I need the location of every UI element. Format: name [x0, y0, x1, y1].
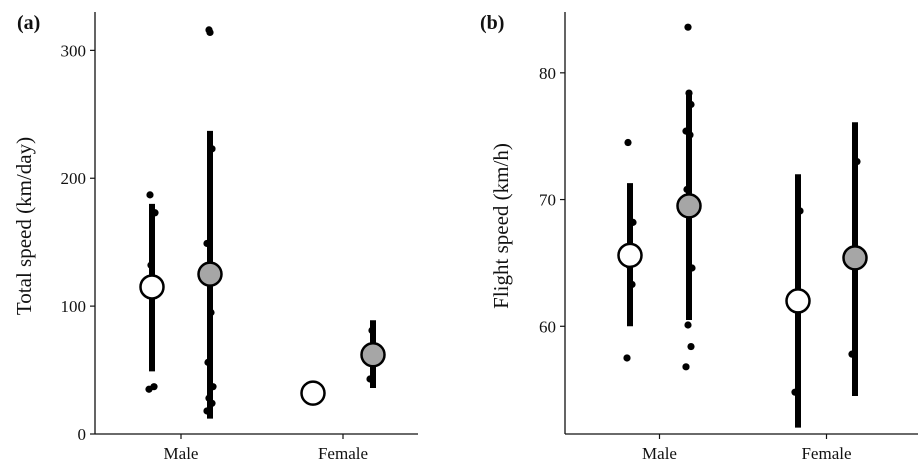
y-tick-label: 70	[539, 191, 556, 210]
data-point	[684, 321, 692, 329]
data-point	[203, 407, 211, 415]
data-point	[146, 191, 154, 199]
panel-a: (a) Total speed (km/day) 0 100 200 300 Male…	[12, 12, 418, 463]
data-point	[796, 207, 804, 215]
marks-b	[617, 23, 868, 428]
panel-label-b: (b)	[480, 12, 504, 34]
data-point	[684, 23, 692, 31]
y-tick-label: 60	[539, 317, 556, 336]
data-point	[687, 100, 695, 109]
mean-marker	[785, 288, 811, 314]
data-point	[683, 185, 691, 194]
x-tick-label: Female	[318, 444, 368, 463]
panel-label-a: (a)	[17, 12, 40, 34]
mean-marker	[842, 245, 868, 271]
data-point	[624, 138, 632, 147]
data-point	[628, 280, 636, 289]
data-point	[366, 375, 374, 383]
axes-a	[94, 12, 418, 435]
mean-marker	[676, 193, 702, 219]
x-ticks-b: Male Female	[642, 434, 852, 463]
x-tick-label: Male	[164, 444, 199, 463]
panel-b: (b) Flight speed (km/h) 60 70 80 Male Femal…	[480, 12, 918, 463]
data-point	[204, 358, 212, 366]
data-point	[685, 89, 693, 97]
data-point	[791, 388, 799, 396]
y-ticks-b: 60 70 80	[539, 64, 565, 336]
y-tick-label: 80	[539, 64, 556, 83]
data-point	[209, 383, 217, 391]
marks-a	[139, 26, 386, 419]
data-point	[688, 264, 696, 272]
data-point	[205, 394, 213, 402]
y-tick-label: 100	[61, 297, 87, 316]
y-ticks-a: 0 100 200 300	[61, 41, 95, 444]
data-point	[203, 239, 211, 248]
y-axis-title-b: Flight speed (km/h)	[489, 143, 513, 309]
mean-marker	[617, 242, 643, 269]
data-point	[147, 261, 155, 269]
data-point	[207, 308, 215, 317]
data-point	[687, 342, 695, 351]
y-tick-label: 200	[61, 169, 87, 188]
x-tick-label: Female	[801, 444, 851, 463]
data-point	[368, 326, 376, 335]
data-point	[682, 127, 690, 135]
x-ticks-a: Male Female	[164, 434, 368, 463]
data-point	[853, 157, 861, 166]
mean-marker	[360, 341, 386, 368]
data-point	[848, 350, 856, 358]
x-tick-label: Male	[642, 444, 677, 463]
data-point	[208, 145, 216, 153]
data-point	[629, 218, 637, 226]
data-point	[150, 383, 158, 391]
mean-marker	[197, 261, 223, 287]
y-tick-label: 0	[78, 425, 87, 444]
data-point	[151, 209, 159, 217]
y-tick-label: 300	[61, 41, 87, 60]
data-point	[623, 354, 631, 362]
axes-b	[564, 12, 918, 435]
mean-marker	[300, 380, 326, 406]
mean-marker	[139, 274, 165, 300]
data-point	[682, 363, 690, 371]
y-axis-title-a: Total speed (km/day)	[12, 137, 36, 315]
data-point	[205, 26, 213, 34]
